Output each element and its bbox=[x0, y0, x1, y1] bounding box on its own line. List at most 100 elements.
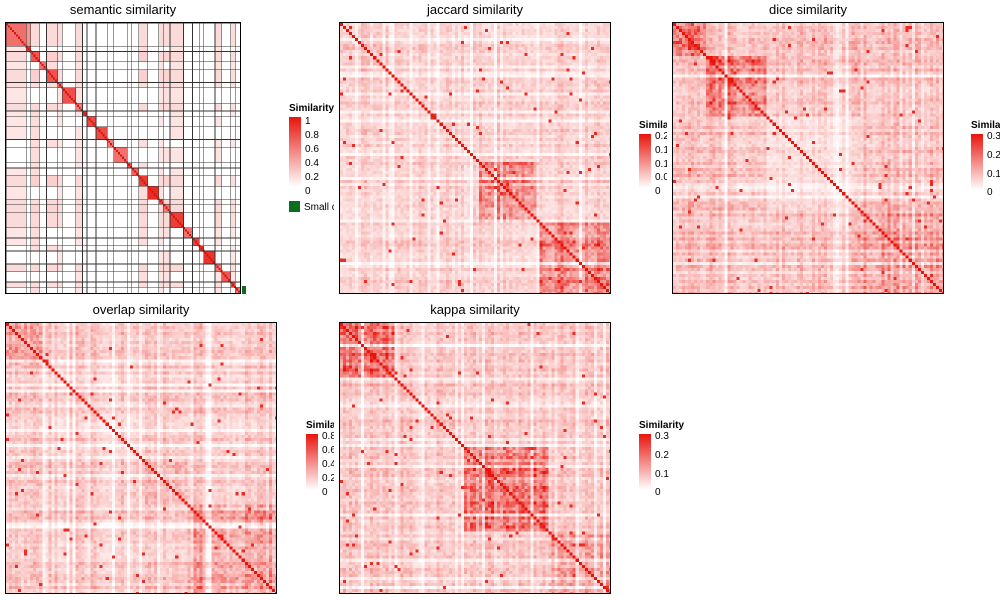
heatmap-cell bbox=[581, 47, 586, 51]
heatmap-cell bbox=[430, 168, 434, 172]
heatmap-cell bbox=[578, 41, 583, 45]
heatmap-cell bbox=[436, 80, 441, 84]
heatmap-cell bbox=[346, 143, 350, 148]
heatmap-cell bbox=[466, 77, 471, 81]
heatmap-cell bbox=[581, 65, 586, 69]
heatmap-cell bbox=[343, 23, 347, 27]
heatmap-cell bbox=[503, 146, 507, 151]
heatmap-cell bbox=[491, 35, 495, 39]
heatmap-cell bbox=[512, 113, 516, 117]
heatmap-cell bbox=[454, 155, 459, 160]
heatmap-cell bbox=[376, 83, 380, 87]
heatmap-cell bbox=[352, 77, 356, 81]
heatmap-cell bbox=[491, 86, 495, 90]
heatmap-cell bbox=[448, 159, 453, 163]
heatmap-cell bbox=[75, 186, 83, 200]
heatmap-cell bbox=[448, 119, 453, 124]
heatmap-cell bbox=[439, 146, 444, 151]
heatmap-cell bbox=[581, 165, 586, 169]
heatmap-cell bbox=[512, 26, 516, 30]
heatmap-cell bbox=[548, 56, 552, 60]
heatmap-cell bbox=[433, 65, 438, 69]
heatmap-cell bbox=[409, 122, 413, 127]
heatmap-cell bbox=[445, 53, 450, 57]
heatmap-cell bbox=[346, 32, 350, 36]
heatmap-cell bbox=[533, 101, 537, 105]
heatmap-cell bbox=[430, 128, 434, 133]
heatmap-cell bbox=[430, 38, 434, 42]
heatmap-cell bbox=[494, 50, 498, 54]
heatmap-cell bbox=[346, 155, 350, 160]
heatmap-cell bbox=[500, 44, 504, 48]
heatmap-cell bbox=[587, 143, 592, 148]
heatmap-cell bbox=[457, 174, 462, 178]
heatmap-cell bbox=[515, 77, 519, 81]
heatmap-cell bbox=[367, 80, 371, 84]
heatmap-cell bbox=[575, 92, 580, 96]
heatmap-cell bbox=[430, 146, 434, 151]
heatmap-cell bbox=[578, 146, 583, 151]
heatmap-cell bbox=[445, 29, 450, 33]
heatmap-cell bbox=[448, 65, 453, 69]
heatmap-cell bbox=[554, 159, 558, 163]
heatmap-cell bbox=[485, 47, 489, 51]
heatmap-cell bbox=[430, 152, 434, 157]
heatmap-cell bbox=[349, 53, 353, 57]
heatmap-cell bbox=[590, 86, 595, 90]
heatmap-cell bbox=[163, 271, 171, 283]
heatmap-cell bbox=[424, 32, 428, 36]
heatmap-cell bbox=[521, 174, 525, 178]
heatmap-cell bbox=[566, 86, 570, 90]
heatmap-cell bbox=[397, 89, 401, 93]
heatmap-cell bbox=[488, 149, 492, 154]
heatmap-cell bbox=[412, 101, 416, 105]
heatmap-cell bbox=[491, 125, 495, 130]
heatmap-cell bbox=[418, 140, 422, 145]
heatmap-cell bbox=[391, 32, 395, 36]
heatmap-cell bbox=[491, 32, 495, 36]
heatmap-cell bbox=[349, 146, 353, 151]
heatmap-cell bbox=[424, 101, 428, 105]
heatmap-cell bbox=[340, 50, 344, 54]
heatmap-cell bbox=[430, 95, 434, 99]
heatmap-cell bbox=[500, 143, 504, 148]
heatmap-cell bbox=[587, 35, 592, 39]
heatmap-cell bbox=[527, 171, 531, 175]
heatmap-cell bbox=[587, 56, 592, 60]
heatmap-cell bbox=[430, 149, 434, 154]
heatmap-cell bbox=[355, 65, 359, 69]
heatmap-cell bbox=[427, 65, 431, 69]
heatmap-cell bbox=[466, 95, 471, 99]
heatmap-cell bbox=[602, 168, 607, 172]
heatmap-cell bbox=[602, 104, 607, 108]
heatmap-cell bbox=[488, 71, 492, 75]
heatmap-cell bbox=[442, 80, 447, 84]
heatmap-cell bbox=[602, 159, 607, 163]
heatmap-cell bbox=[476, 86, 480, 90]
heatmap-cell bbox=[503, 107, 507, 111]
diagonal-cell bbox=[33, 54, 36, 57]
heatmap-cell bbox=[415, 162, 419, 166]
heatmap-cell bbox=[506, 35, 510, 39]
heatmap-cell bbox=[482, 122, 486, 127]
heatmap-cell bbox=[566, 44, 570, 48]
heatmap-cell bbox=[599, 80, 604, 84]
heatmap-cell bbox=[554, 149, 558, 154]
heatmap-cell bbox=[448, 165, 453, 169]
heatmap-cell bbox=[605, 116, 610, 121]
heatmap-cell bbox=[469, 83, 474, 87]
heatmap-cell bbox=[391, 23, 395, 27]
heatmap-cell bbox=[361, 143, 365, 148]
heatmap-cell bbox=[6, 238, 27, 246]
heatmap-cell bbox=[460, 38, 465, 42]
heatmap-cell bbox=[539, 165, 543, 169]
heatmap-cell bbox=[442, 162, 447, 166]
heatmap-cell bbox=[427, 32, 431, 36]
heatmap-cell bbox=[533, 104, 537, 108]
heatmap-cell bbox=[608, 26, 610, 30]
heatmap-cell bbox=[436, 77, 441, 81]
diagonal-cell bbox=[100, 131, 103, 135]
heatmap-cell bbox=[418, 32, 422, 36]
heatmap-cell bbox=[388, 92, 392, 96]
diagonal-cell bbox=[198, 245, 201, 248]
